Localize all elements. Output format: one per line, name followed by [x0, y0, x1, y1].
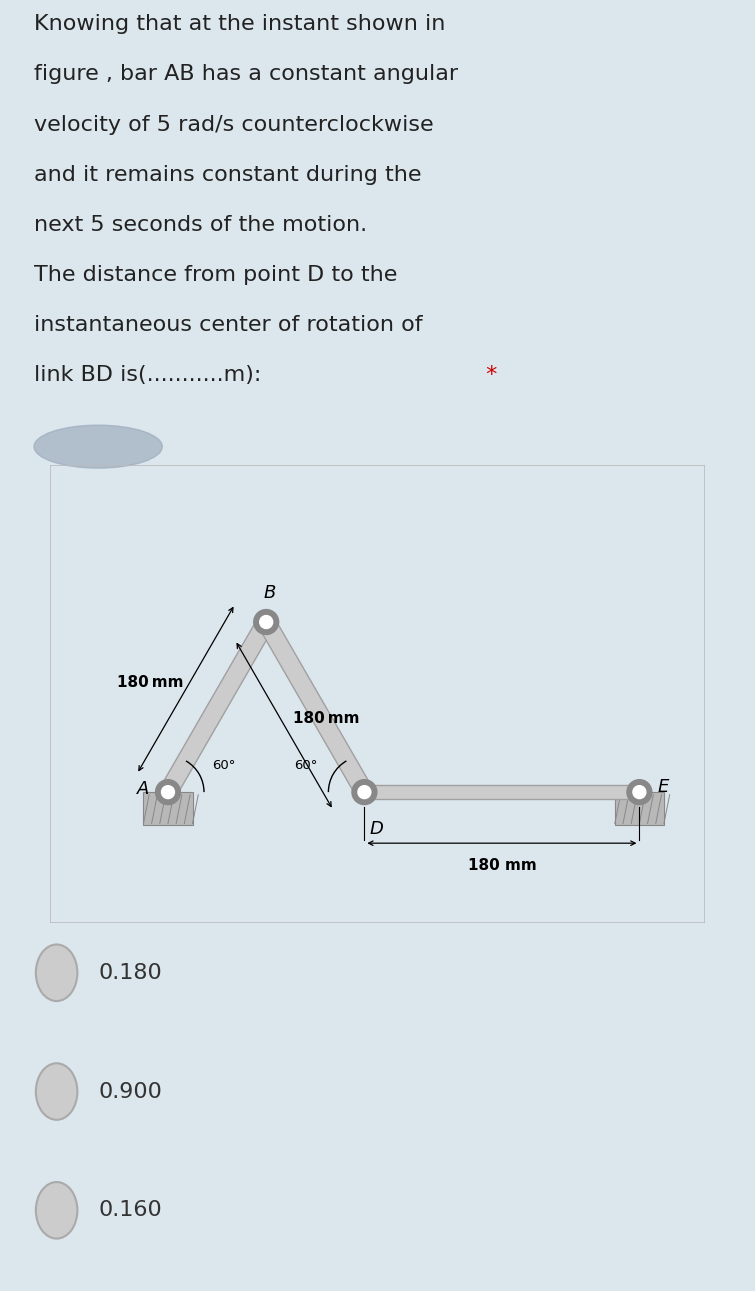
Circle shape	[627, 780, 652, 804]
Bar	[143, 793, 193, 825]
Ellipse shape	[35, 1064, 78, 1119]
Text: 180 mm: 180 mm	[467, 857, 536, 873]
Text: figure , bar AB has a constant angular: figure , bar AB has a constant angular	[34, 65, 458, 84]
Polygon shape	[365, 785, 639, 799]
Circle shape	[358, 786, 371, 799]
Text: The distance from point D to the: The distance from point D to the	[34, 265, 397, 285]
Text: velocity of 5 rad/s counterclockwise: velocity of 5 rad/s counterclockwise	[34, 115, 433, 134]
Circle shape	[162, 786, 174, 799]
Ellipse shape	[35, 945, 78, 1001]
Text: link BD is(...........m):: link BD is(...........m):	[34, 365, 261, 386]
Text: next 5 seconds of the motion.: next 5 seconds of the motion.	[34, 214, 367, 235]
Text: *: *	[479, 365, 498, 386]
Ellipse shape	[34, 425, 162, 469]
Text: and it remains constant during the: and it remains constant during the	[34, 165, 421, 185]
Circle shape	[254, 609, 279, 634]
Text: 0.160: 0.160	[98, 1201, 162, 1220]
Text: 0.180: 0.180	[98, 963, 162, 982]
Text: 0.900: 0.900	[98, 1082, 162, 1101]
Bar	[615, 793, 664, 825]
Polygon shape	[258, 617, 372, 797]
Text: 180 mm: 180 mm	[294, 711, 360, 726]
Text: A: A	[137, 780, 149, 798]
Text: 180 mm: 180 mm	[117, 675, 183, 689]
Text: B: B	[263, 585, 276, 603]
Circle shape	[352, 780, 377, 804]
Text: E: E	[658, 778, 669, 795]
Circle shape	[156, 780, 180, 804]
Circle shape	[260, 616, 273, 629]
Ellipse shape	[35, 1183, 78, 1238]
Circle shape	[633, 786, 646, 799]
Text: Knowing that at the instant shown in: Knowing that at the instant shown in	[34, 14, 445, 35]
Text: instantaneous center of rotation of: instantaneous center of rotation of	[34, 315, 423, 336]
Text: 60°: 60°	[212, 759, 236, 772]
Polygon shape	[160, 617, 274, 797]
Text: D: D	[369, 820, 383, 838]
Text: 60°: 60°	[294, 759, 317, 772]
